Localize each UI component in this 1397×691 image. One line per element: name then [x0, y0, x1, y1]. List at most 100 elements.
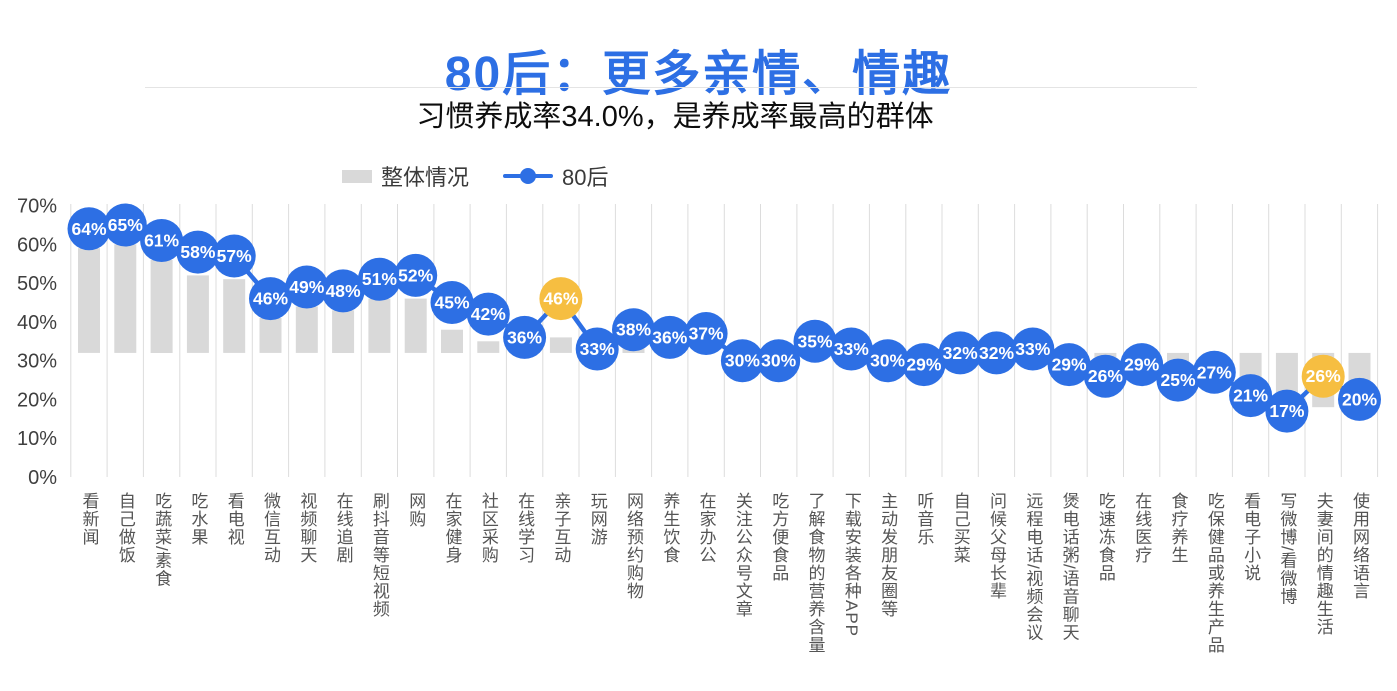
overall-bar — [332, 310, 355, 353]
overall-bar — [295, 306, 318, 353]
data-point-value: 26% — [1306, 366, 1341, 386]
overall-bar — [186, 275, 209, 353]
x-axis-label: 使用网络语言 — [1350, 492, 1370, 600]
data-point-value: 45% — [434, 293, 469, 313]
y-axis-tick: 70% — [17, 196, 57, 218]
data-point-dot — [1229, 374, 1273, 418]
data-point-dot — [357, 257, 401, 301]
data-point-dot — [902, 343, 946, 387]
legend-label-overall: 整体情况 — [381, 165, 470, 190]
data-point-dot — [285, 265, 329, 309]
y-axis-tick: 50% — [17, 273, 57, 295]
x-axis-label: 亲子互动 — [551, 492, 571, 564]
data-point-value: 29% — [906, 355, 941, 375]
data-point-value: 48% — [326, 281, 361, 301]
data-point-dot — [648, 315, 692, 359]
data-point-dot-highlight — [539, 277, 583, 321]
data-point-dot — [866, 339, 910, 383]
data-point-dot — [1156, 358, 1200, 402]
data-point-value: 42% — [471, 304, 506, 324]
chart-title: 80后：更多亲情、情趣 — [444, 48, 953, 102]
y-axis-tick: 0% — [28, 467, 57, 489]
data-point-value: 30% — [761, 351, 796, 371]
x-axis-label: 看电子小说 — [1241, 492, 1261, 582]
data-point-dot — [430, 281, 474, 324]
data-point-value: 17% — [1269, 401, 1304, 421]
x-axis-label: 主动发朋友圈等 — [878, 492, 898, 618]
data-point-value: 30% — [870, 351, 905, 371]
x-axis-label: 煲电话粥/语音聊天 — [1059, 492, 1079, 642]
data-point-value: 36% — [507, 327, 542, 347]
data-point-value: 49% — [289, 277, 324, 297]
x-axis-label: 吃水果 — [188, 492, 208, 546]
x-axis-label: 写微博/看微博 — [1277, 492, 1297, 606]
data-point-dot — [1083, 354, 1127, 398]
data-point-value: 61% — [144, 231, 179, 251]
data-point-dot — [684, 312, 728, 355]
data-point-dot — [793, 319, 837, 363]
data-point-value: 32% — [943, 343, 978, 363]
x-axis-label: 在线学习 — [515, 492, 535, 564]
data-point-dot — [394, 253, 438, 297]
data-point-dot — [720, 339, 764, 383]
data-point-value: 29% — [1124, 355, 1159, 375]
x-axis-label: 听音乐 — [914, 492, 934, 546]
data-point-value: 32% — [979, 343, 1014, 363]
data-point-dot — [103, 203, 147, 247]
x-axis-label: 视频聊天 — [297, 492, 317, 564]
data-point-value: 33% — [1015, 339, 1050, 359]
data-point-value: 36% — [652, 327, 687, 347]
x-axis-label: 远程电话/视频会议 — [1023, 492, 1043, 642]
x-axis-label: 网购 — [406, 492, 426, 528]
data-point-dot — [575, 327, 619, 371]
title-divider — [145, 87, 1197, 88]
y-axis-tick: 30% — [17, 351, 57, 373]
x-axis-label: 吃保健品或养生产品 — [1204, 492, 1224, 654]
x-axis-label: 刷抖音等短视频 — [369, 492, 389, 618]
x-axis-label: 看新闻 — [79, 492, 99, 546]
data-point-value: 37% — [689, 324, 724, 344]
data-point-value: 65% — [108, 215, 143, 235]
overall-bar — [441, 329, 463, 353]
data-point-dot — [1265, 389, 1309, 433]
blue-line-dot-swatch-icon — [503, 168, 554, 184]
x-axis-label: 自己买菜 — [950, 492, 970, 564]
overall-bar — [259, 318, 282, 353]
x-axis-label: 吃蔬菜/素食 — [152, 492, 172, 588]
data-point-dot — [140, 219, 184, 262]
overall-bar — [114, 244, 137, 353]
data-point-dot — [938, 331, 982, 375]
data-point-value: 38% — [616, 320, 651, 340]
data-point-value: 27% — [1197, 362, 1232, 382]
gray-bar-swatch-icon — [342, 169, 372, 183]
legend-item-post80: 80后 — [503, 160, 609, 192]
chart-plot: 64% 65%61%58% 57%46%49% 48%51% 52%45%42%36%4… — [17, 196, 1381, 489]
data-point-value: 33% — [580, 339, 615, 359]
data-point-value: 46% — [543, 289, 578, 309]
x-axis-label: 食疗养生 — [1168, 492, 1188, 564]
data-point-dot — [1338, 377, 1381, 421]
chart-subtitle: 习惯养成率34.0%，是养成率最高的群体 — [416, 101, 934, 133]
x-axis-label: 问候父母长辈 — [987, 492, 1007, 600]
x-axis-label: 吃方便食品 — [769, 492, 789, 582]
x-axis-label: 关注公众号文章 — [732, 492, 752, 618]
data-point-dot — [612, 308, 655, 352]
x-axis-label: 夫妻间的情趣生活 — [1313, 492, 1333, 636]
data-point-dot — [829, 327, 873, 371]
x-axis-label: 了解食物的营养含量 — [805, 492, 825, 654]
data-point-dot — [503, 315, 547, 359]
x-axis-label: 在线医疗 — [1132, 492, 1152, 564]
blue-dot-icon — [520, 168, 537, 184]
x-axis-label: 在线追剧 — [333, 492, 353, 564]
overall-bar — [404, 298, 427, 353]
data-point-dot — [1192, 350, 1236, 394]
x-axis-label: 吃速冻食品 — [1095, 492, 1115, 582]
data-point-value: 57% — [217, 246, 252, 266]
chart-legend: 整体情况 80后 — [342, 160, 609, 192]
x-axis-label: 微信互动 — [261, 492, 281, 564]
data-point-dot — [757, 339, 801, 383]
data-point-value: 52% — [398, 265, 433, 285]
legend-item-overall: 整体情况 — [342, 160, 469, 192]
data-point-dot — [321, 269, 365, 313]
